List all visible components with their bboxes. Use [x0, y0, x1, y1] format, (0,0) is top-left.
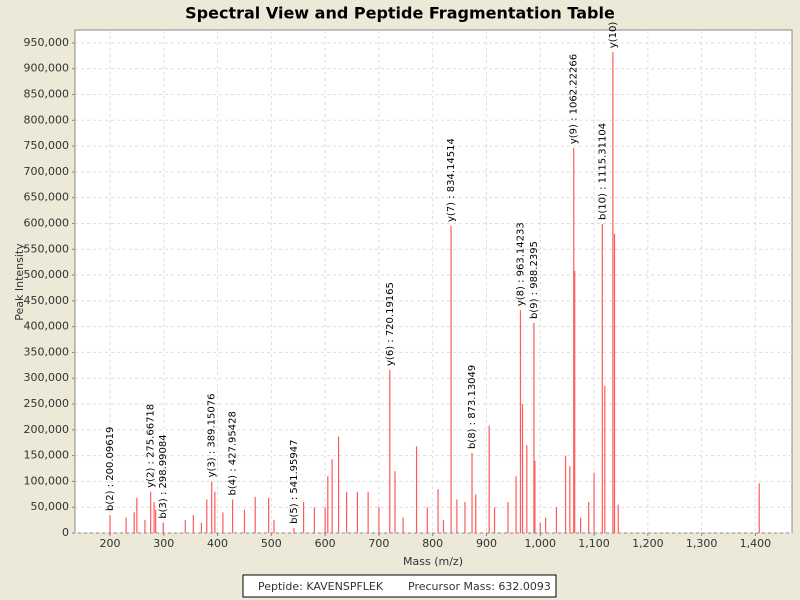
peak-annotation: b(10) : 1115.31104: [597, 123, 608, 220]
y-tick-label: 450,000: [24, 294, 70, 307]
peak-annotation: y(2) : 275.66718: [146, 404, 157, 488]
y-tick-label: 550,000: [24, 242, 70, 255]
y-tick-label: 650,000: [24, 191, 70, 204]
peak-annotation: b(8) : 873.13049: [467, 365, 478, 449]
y-tick-label: 250,000: [24, 397, 70, 410]
x-tick-label: 1,100: [578, 537, 610, 550]
y-tick-label: 700,000: [24, 165, 70, 178]
x-tick-label: 1,300: [686, 537, 718, 550]
y-tick-label: 950,000: [24, 36, 70, 49]
footer-precursor: Precursor Mass: 632.0093: [408, 580, 551, 593]
chart-title: Spectral View and Peptide Fragmentation …: [185, 4, 615, 23]
y-tick-label: 100,000: [24, 474, 70, 487]
x-tick-label: 200: [99, 537, 120, 550]
x-tick-label: 800: [422, 537, 443, 550]
peak-annotation: b(2) : 200.09619: [105, 427, 116, 511]
peak-annotation: y(3) : 389.15076: [207, 394, 218, 478]
y-tick-label: 500,000: [24, 268, 70, 281]
y-tick-label: 850,000: [24, 87, 70, 100]
x-tick-label: 400: [207, 537, 228, 550]
y-tick-label: 400,000: [24, 320, 70, 333]
x-axis-label: Mass (m/z): [403, 555, 463, 568]
x-tick-label: 700: [368, 537, 389, 550]
peak-annotation: y(7) : 834.14514: [446, 138, 457, 222]
x-tick-label: 1,200: [632, 537, 664, 550]
peak-annotation: b(3) : 298.99084: [158, 434, 169, 518]
footer-peptide: Peptide: KAVENSPFLEK: [258, 580, 384, 593]
peak-annotation: b(4) : 427.95428: [228, 411, 239, 495]
x-tick-label: 1,400: [740, 537, 772, 550]
y-tick-label: 750,000: [24, 139, 70, 152]
peak-annotation: y(9) : 1062.22266: [569, 54, 580, 144]
y-tick-label: 50,000: [31, 500, 70, 513]
y-tick-label: 800,000: [24, 113, 70, 126]
peak-annotation: y(10): [608, 22, 619, 49]
x-tick-label: 1,000: [525, 537, 557, 550]
x-tick-label: 500: [261, 537, 282, 550]
x-tick-label: 300: [153, 537, 174, 550]
y-tick-label: 600,000: [24, 216, 70, 229]
y-tick-label: 900,000: [24, 62, 70, 75]
x-tick-label: 600: [315, 537, 336, 550]
y-tick-label: 350,000: [24, 345, 70, 358]
plot-area: [74, 29, 793, 534]
y-tick-label: 150,000: [24, 449, 70, 462]
peak-annotation: b(5) : 541.95947: [289, 440, 300, 524]
y-tick-label: 200,000: [24, 423, 70, 436]
peak-annotation: y(8) : 963.14233: [515, 222, 526, 306]
peak-annotation: y(6) : 720.19165: [385, 282, 396, 366]
peak-annotation: b(9) : 988.2395: [529, 241, 540, 319]
y-tick-label: 300,000: [24, 371, 70, 384]
x-tick-label: 900: [476, 537, 497, 550]
y-tick-label: 0: [62, 526, 69, 539]
y-axis-label: Peak Intensity: [13, 243, 26, 321]
footer-box: [242, 574, 557, 598]
